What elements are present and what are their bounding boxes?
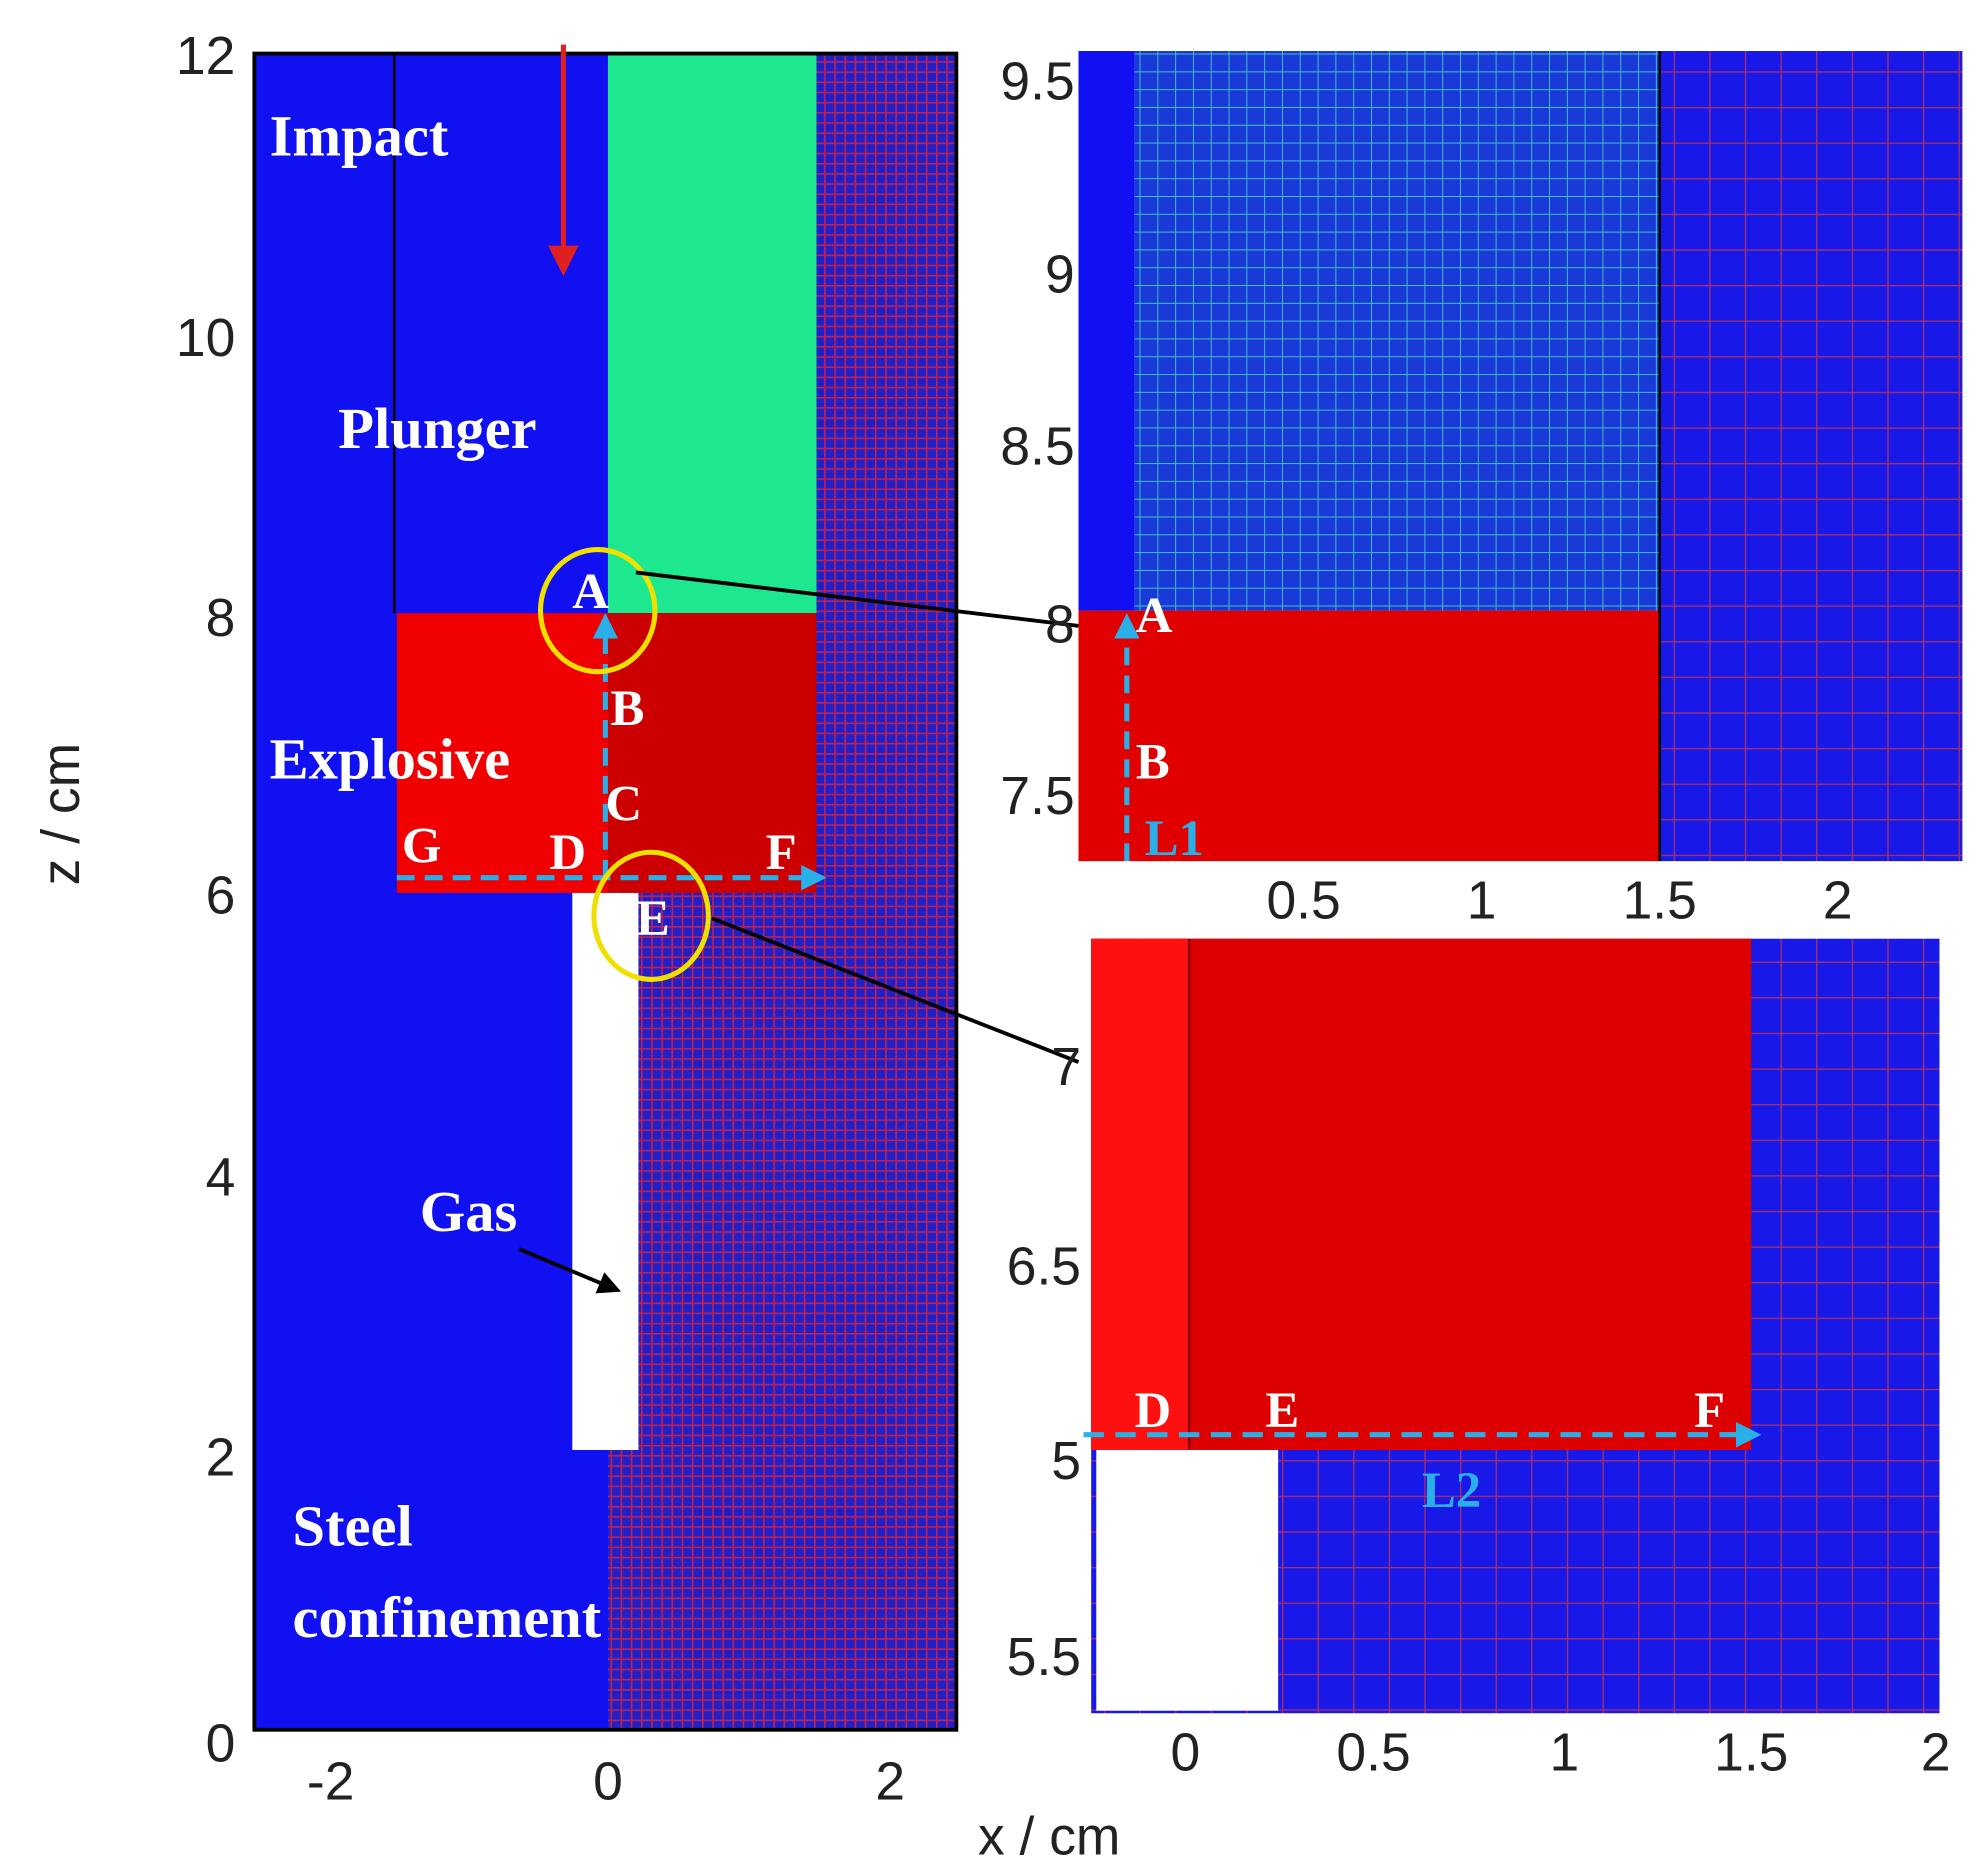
zoom-bottom-panel: D E F L2 0 0.5 1 1.5 2 7 6.5 5 5.5	[1007, 938, 1951, 1782]
point-label: G	[402, 818, 442, 874]
z-tick-label: 7.5	[1000, 767, 1074, 826]
z-tick-label: 8.5	[1000, 417, 1074, 476]
point-label: C	[605, 776, 642, 832]
z-tick-label: 6	[206, 866, 236, 925]
z-tick-label: 7	[1051, 1038, 1081, 1097]
point-label: F	[1694, 1383, 1725, 1439]
x-tick-label: 1.5	[1623, 871, 1697, 930]
point-label: F	[766, 825, 797, 881]
x-tick-label: 0	[1170, 1723, 1200, 1782]
z-tick-label: 5.5	[1007, 1628, 1081, 1687]
line-label: L2	[1422, 1463, 1481, 1519]
x-tick-label: 0	[593, 1753, 623, 1812]
x-tick-label: 1.5	[1714, 1723, 1788, 1782]
x-axis-label: x / cm	[978, 1807, 1120, 1866]
label: Impact	[270, 103, 449, 168]
point-label: B	[610, 681, 644, 737]
z-tick-label: 9	[1045, 246, 1075, 305]
z-tick-label: 10	[176, 309, 235, 368]
point-label: D	[1134, 1383, 1171, 1439]
x-tick-label: 1	[1549, 1723, 1579, 1782]
z-axis-label: z / cm	[32, 743, 91, 885]
main-panel: Impact Plunger Explosive Gas Steel confi…	[32, 27, 1121, 1866]
label: Gas	[420, 1179, 518, 1244]
line-label: L1	[1145, 811, 1204, 867]
z-tick-label: 4	[206, 1149, 236, 1208]
label: Explosive	[270, 726, 511, 791]
zoom-top-panel: A B L1 0.5 1 1.5 2 9.5 9 8.5 8 7.5	[1000, 51, 1963, 930]
label: Plunger	[338, 396, 536, 461]
z-tick-label: 12	[176, 27, 235, 86]
point-label: D	[549, 825, 586, 881]
point-label: A	[1136, 588, 1173, 644]
label: Steel	[293, 1493, 413, 1558]
point-label: A	[572, 564, 609, 620]
z-tick-label: 9.5	[1000, 52, 1074, 111]
point-label: B	[1136, 734, 1170, 790]
z-tick-label: 8	[1045, 595, 1075, 654]
x-tick-label: 2	[1823, 871, 1853, 930]
z-tick-label: 0	[206, 1715, 236, 1774]
x-tick-label: 0.5	[1336, 1723, 1410, 1782]
z-tick-label: 2	[206, 1428, 236, 1487]
x-tick-label: 2	[875, 1753, 905, 1812]
point-label: E	[636, 891, 670, 947]
x-tick-label: -2	[307, 1753, 355, 1812]
z-tick-label: 8	[206, 589, 236, 648]
x-tick-label: 2	[1921, 1723, 1951, 1782]
point-label: E	[1265, 1383, 1299, 1439]
label: confinement	[293, 1585, 602, 1650]
z-tick-label: 6.5	[1007, 1238, 1081, 1297]
z-tick-label: 5	[1051, 1432, 1081, 1491]
x-tick-label: 0.5	[1266, 871, 1340, 930]
x-tick-label: 1	[1467, 871, 1497, 930]
